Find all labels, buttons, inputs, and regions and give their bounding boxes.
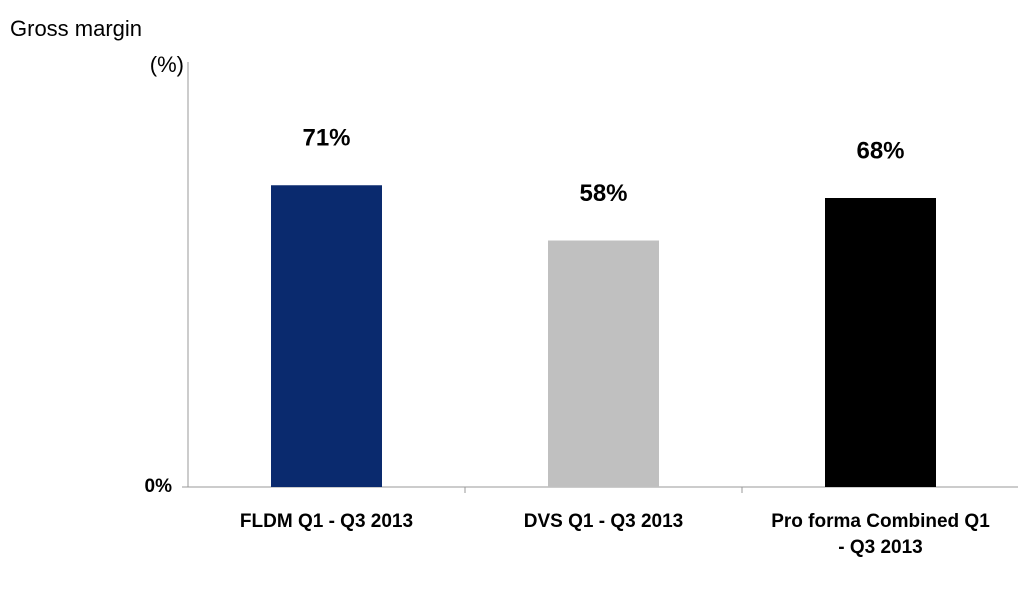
value-label: 71% xyxy=(302,125,350,152)
bar xyxy=(825,198,936,487)
y-tick-label: 0% xyxy=(145,476,173,497)
value-label: 58% xyxy=(579,180,627,207)
x-tick-label: Pro forma Combined Q1 - Q3 2013 xyxy=(771,511,990,558)
x-tick-label: DVS Q1 - Q3 2013 xyxy=(523,511,684,532)
bar xyxy=(271,185,382,487)
bar xyxy=(548,240,659,487)
y-axis-label: Gross margin xyxy=(10,16,142,41)
y-axis-label: (%) xyxy=(150,52,184,77)
x-tick-label: FLDM Q1 - Q3 2013 xyxy=(239,511,414,532)
value-label: 68% xyxy=(856,137,904,164)
